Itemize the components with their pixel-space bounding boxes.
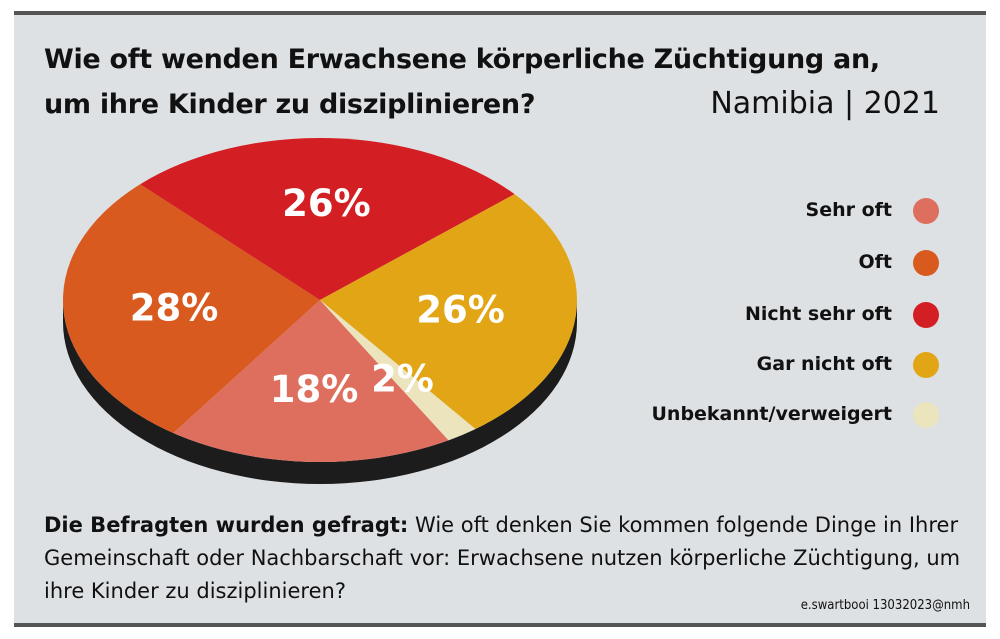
- bottom-rule: [14, 623, 986, 627]
- chart-subtitle: Namibia | 2021: [710, 86, 940, 121]
- legend-swatch-unbekannt-verweigert: [913, 402, 939, 428]
- legend-swatch-nicht-sehr-oft: [913, 302, 939, 328]
- credit: e.swartbooi 13032023@nmh: [800, 598, 970, 613]
- legend-label-gar-nicht-oft: Gar nicht oft: [756, 353, 892, 375]
- legend-label-unbekannt-verweigert: Unbekannt/verweigert: [651, 403, 892, 425]
- data-label-gar-nicht-oft: 26%: [416, 288, 505, 331]
- legend-label-oft: Oft: [858, 251, 892, 273]
- question-label: Die Befragten wurden gefragt:: [44, 513, 409, 537]
- question-text: Die Befragten wurden gefragt: Wie oft de…: [44, 509, 964, 608]
- pie-labels: 18% 28% 26% 26% 2%: [130, 182, 505, 411]
- question-body: Wie oft denken Sie kommen folgende Dinge…: [44, 513, 961, 603]
- legend-swatch-oft: [913, 250, 939, 276]
- chart-title-line-1: Wie oft wenden Erwachsene körperliche Zü…: [44, 44, 880, 75]
- data-label-nicht-sehr-oft: 26%: [282, 182, 371, 225]
- pie-slice-sehr-oft: [173, 300, 449, 462]
- pie-slice-unbekannt-verweigert: [320, 300, 476, 441]
- legend-label-nicht-sehr-oft: Nicht sehr oft: [744, 303, 892, 325]
- chart-title-line-2: um ihre Kinder zu disziplinieren?: [44, 89, 536, 120]
- pie-slice-oft: [63, 184, 321, 434]
- legend-swatch-gar-nicht-oft: [913, 352, 939, 378]
- pie-slices: [63, 138, 577, 462]
- pie-slice-nicht-sehr-oft: [140, 138, 515, 300]
- top-rule: [14, 11, 986, 15]
- data-label-sehr-oft: 18%: [270, 368, 359, 411]
- data-label-unbekannt-verweigert: 2%: [371, 357, 434, 400]
- pie-slice-gar-nicht-oft: [320, 194, 577, 430]
- legend-label-sehr-oft: Sehr oft: [805, 199, 892, 221]
- data-label-oft: 28%: [130, 287, 219, 330]
- legend-swatch-sehr-oft: [913, 198, 939, 224]
